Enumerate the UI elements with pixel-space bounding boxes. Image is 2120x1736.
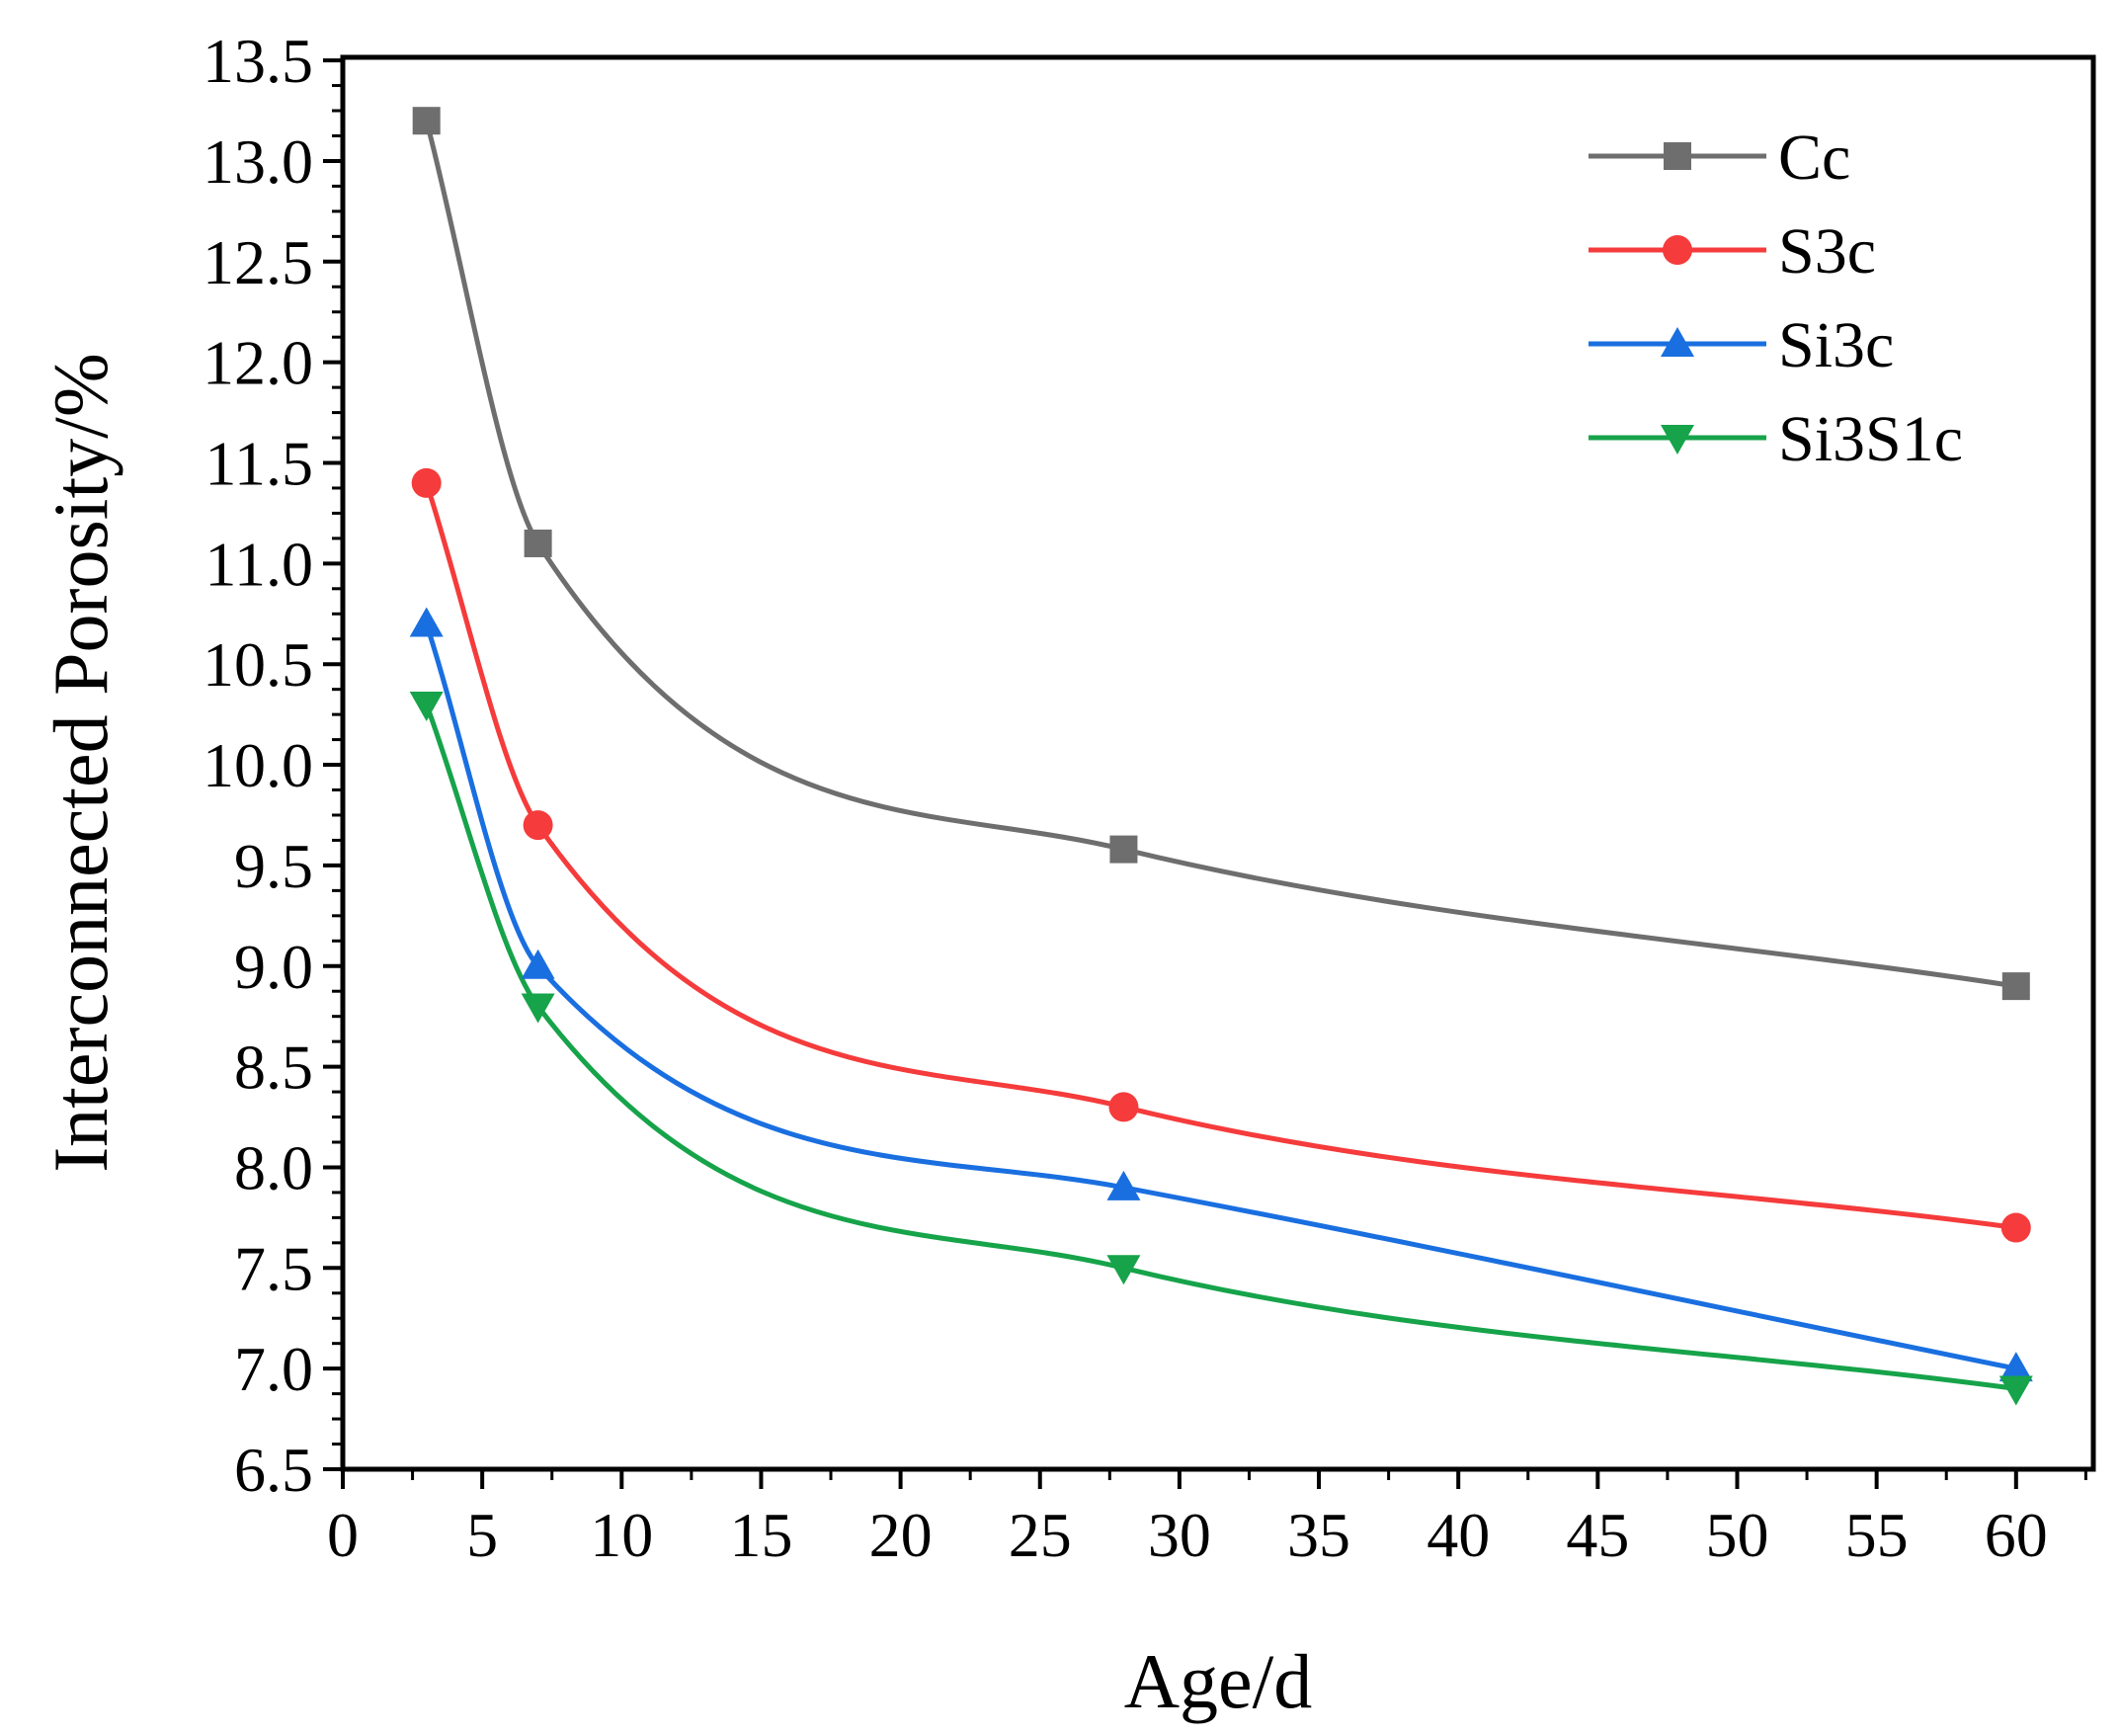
x-tick-label: 30 [1148, 1500, 1211, 1570]
plot-markers [409, 107, 2033, 1406]
data-point-si3s1c [1998, 1375, 2033, 1406]
x-axis: 0 5 10 15 20 25 30 35 40 45 50 55 60 [327, 1469, 2087, 1570]
y-tick-label: 7.0 [234, 1334, 313, 1404]
y-tick-label: 8.5 [234, 1033, 313, 1103]
x-tick-label: 20 [869, 1500, 933, 1570]
x-tick-label: 35 [1287, 1500, 1350, 1570]
legend: Cc S3c Si3c Si3S1c [1589, 122, 1963, 475]
series-line-s3c [424, 480, 2019, 1231]
y-tick-label: 13.0 [203, 126, 313, 197]
data-point-si3c [1106, 1170, 1141, 1200]
x-tick-label: 0 [327, 1500, 359, 1570]
x-tick-label: 45 [1566, 1500, 1629, 1570]
legend-marker-cc [1664, 142, 1691, 170]
y-tick-label: 8.0 [234, 1132, 313, 1202]
data-point-s3c [411, 467, 442, 498]
y-axis-title: Interconnected Porosity/% [38, 353, 123, 1173]
x-tick-label: 60 [1985, 1500, 2048, 1570]
data-point-cc [412, 107, 441, 135]
y-tick-label: 11.0 [204, 529, 313, 599]
data-point-si3s1c [521, 993, 555, 1024]
y-tick-label: 9.5 [234, 831, 313, 901]
series-line-si3s1c [424, 702, 2019, 1391]
y-tick-label: 11.5 [204, 429, 313, 499]
y-tick-label: 12.0 [203, 328, 313, 398]
data-point-cc [2001, 972, 2030, 1001]
legend-label-si3c: Si3c [1778, 309, 1894, 381]
y-tick-label: 10.0 [203, 730, 313, 800]
legend-marker-s3c [1663, 235, 1692, 265]
data-point-s3c [523, 810, 553, 841]
legend-marker-si3s1c [1661, 425, 1694, 455]
x-tick-label: 40 [1427, 1500, 1490, 1570]
x-tick-label: 25 [1009, 1500, 1072, 1570]
y-tick-label: 10.5 [203, 629, 313, 700]
y-tick-label: 9.0 [234, 932, 313, 1002]
x-tick-label: 10 [590, 1500, 653, 1570]
y-tick-label: 12.5 [203, 227, 313, 297]
x-tick-label: 5 [466, 1500, 498, 1570]
y-axis: 6.5 7.0 7.5 8.0 8.5 9.0 9.5 10.0 10.5 11.0 11.5 12.… [203, 26, 343, 1505]
y-tick-label: 13.5 [203, 26, 313, 96]
x-tick-label: 55 [1845, 1500, 1909, 1570]
data-point-si3s1c [1106, 1255, 1141, 1285]
x-axis-title: Age/d [1124, 1638, 1313, 1724]
y-tick-label: 7.5 [234, 1233, 313, 1303]
x-tick-label: 50 [1706, 1500, 1769, 1570]
data-point-si3c [521, 949, 555, 979]
legend-label-s3c: S3c [1778, 215, 1876, 288]
data-point-s3c [1108, 1092, 1139, 1122]
data-point-cc [1109, 835, 1138, 864]
data-point-si3s1c [409, 691, 444, 721]
legend-marker-si3c [1661, 327, 1694, 357]
legend-label-si3s1c: Si3S1c [1778, 403, 1963, 475]
y-tick-label: 6.5 [234, 1435, 313, 1505]
series-line-cc [424, 118, 2019, 989]
data-point-s3c [2000, 1212, 2031, 1243]
legend-label-cc: Cc [1778, 122, 1850, 194]
series-line-si3c [424, 621, 2019, 1371]
data-point-si3c [409, 607, 444, 637]
data-point-si3c [1998, 1352, 2033, 1382]
plot-lines [424, 118, 2019, 1391]
x-tick-label: 15 [729, 1500, 792, 1570]
data-point-cc [524, 529, 552, 557]
